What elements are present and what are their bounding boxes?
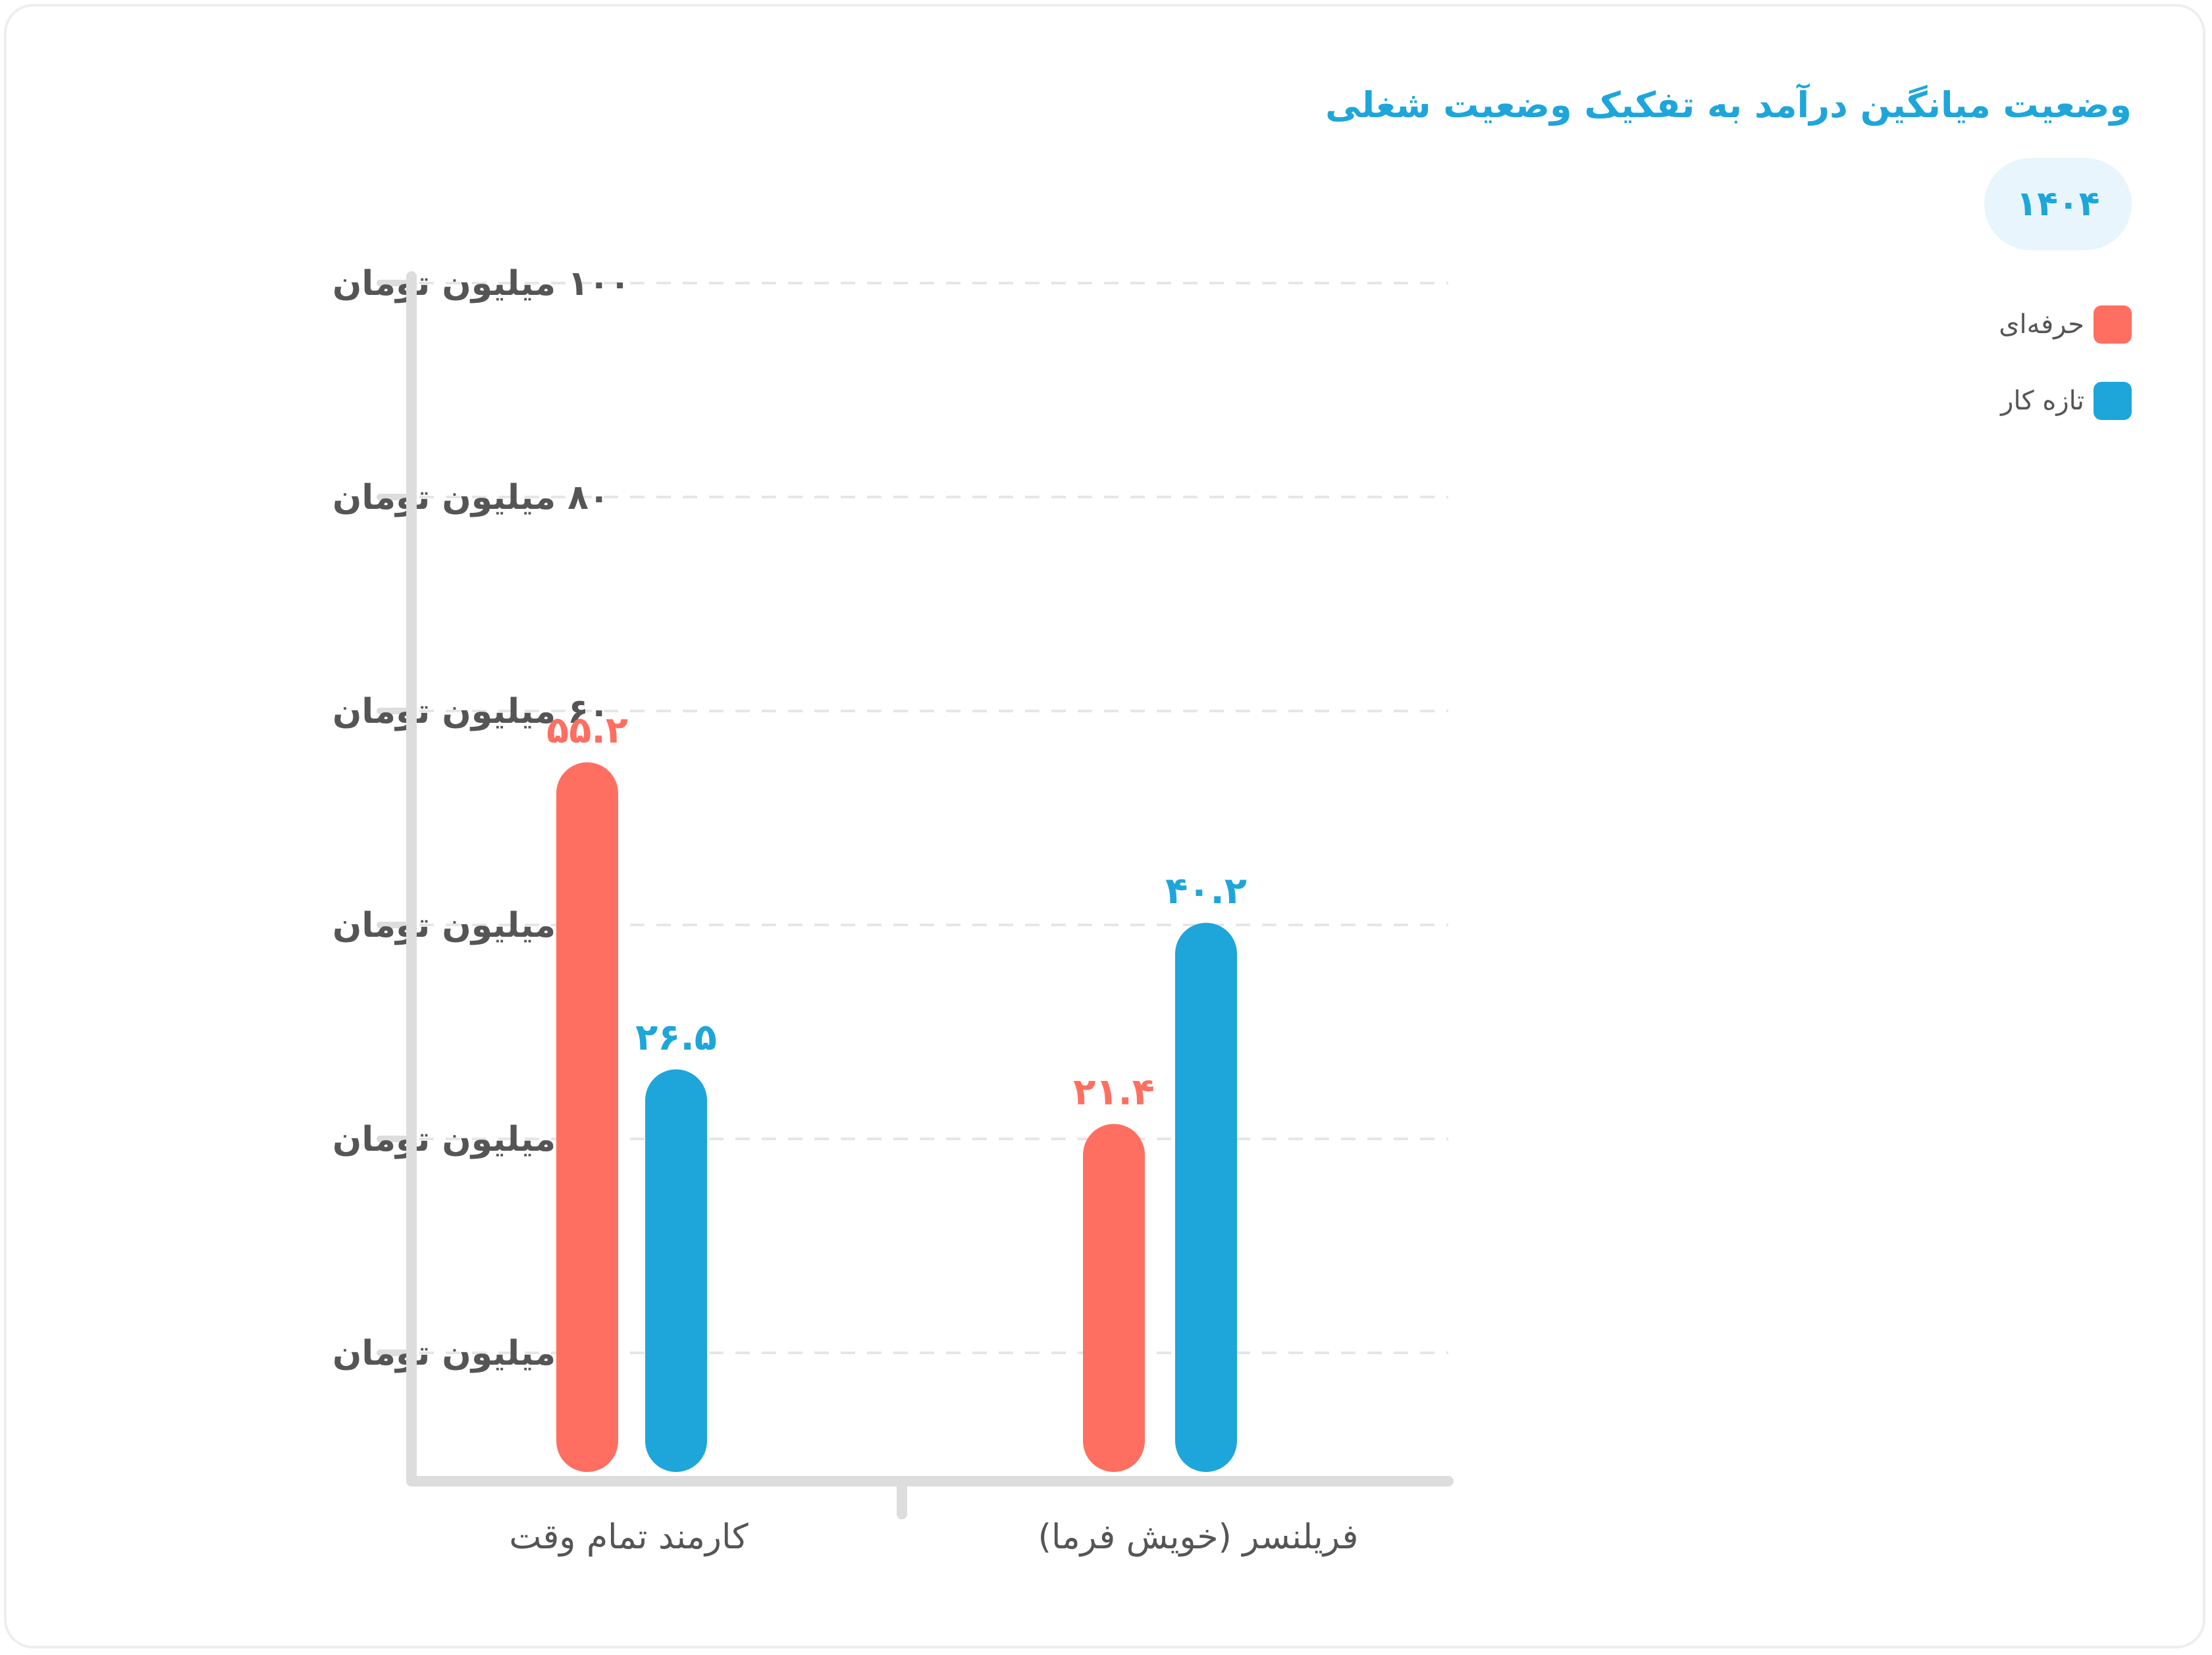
y-tick-label: ۵ میلیون تومان — [332, 1334, 589, 1373]
category-label: فریلنسر (خویش فرما) — [1038, 1517, 1359, 1557]
chart-title: وضعیت میانگین درآمد به تفکیک وضعیت شغلی — [1325, 84, 2132, 126]
bar — [1083, 1124, 1145, 1472]
legend-swatch-new — [2094, 382, 2132, 420]
data-label: ۵۵.۲ — [546, 709, 628, 752]
data-label: ۴۰.۲ — [1165, 870, 1247, 912]
legend-label-new: تازه کار — [2001, 386, 2084, 416]
year-badge[interactable]: ۱۴۰۴ — [1984, 158, 2132, 250]
legend-item-pro[interactable]: حرفه‌ای — [1999, 304, 2132, 345]
category-label: کارمند تمام وقت — [509, 1517, 748, 1557]
y-tick-label: ۱۰۰ میلیون تومان — [332, 264, 631, 303]
bar — [556, 762, 618, 1472]
data-label: ۲۶.۵ — [635, 1016, 717, 1059]
bar — [1175, 922, 1237, 1472]
legend: حرفه‌ای تازه کار — [1999, 304, 2132, 457]
bar — [645, 1069, 707, 1472]
data-label: ۲۱.۴ — [1073, 1070, 1155, 1113]
legend-item-new[interactable]: تازه کار — [1999, 381, 2132, 421]
legend-swatch-pro — [2094, 305, 2132, 344]
y-tick-label: ۶۰ میلیون تومان — [332, 692, 610, 731]
y-tick-label: ۸۰ میلیون تومان — [332, 478, 610, 517]
legend-label-pro: حرفه‌ای — [1999, 309, 2084, 340]
